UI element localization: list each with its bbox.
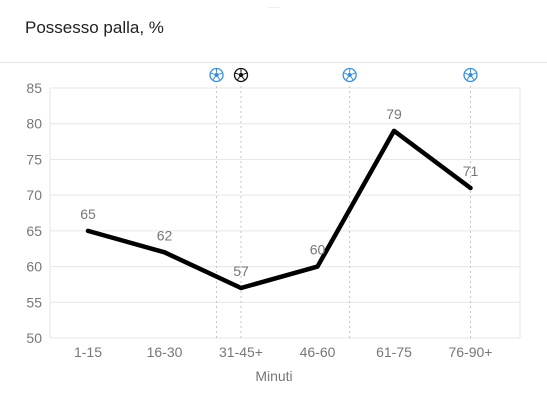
- data-label: 79: [386, 106, 402, 122]
- ball-seam: [210, 72, 215, 75]
- y-tick-label: 80: [26, 116, 42, 132]
- x-tick-label: 46-60: [300, 344, 336, 360]
- series-group: [85, 128, 473, 291]
- ball-seam: [345, 76, 349, 81]
- y-tick-label: 70: [26, 187, 42, 203]
- y-tick-label: 60: [26, 259, 42, 275]
- data-point: [468, 186, 473, 190]
- x-tick-label: 16-30: [147, 344, 183, 360]
- chart-title: Possesso palla, %: [25, 18, 164, 37]
- x-tick-label: 31-45+: [219, 344, 263, 360]
- ball-seam: [218, 72, 223, 75]
- data-point: [86, 228, 90, 233]
- y-tick-label: 55: [26, 294, 42, 310]
- x-tick-label: 76-90+: [449, 344, 493, 360]
- data-point: [162, 250, 167, 255]
- soccer-ball-blue-icon: [209, 67, 224, 83]
- ball-seam: [471, 76, 475, 81]
- ball-seam: [472, 72, 477, 75]
- data-point: [392, 128, 396, 133]
- x-axis-ticks: 1-15 16-30 31-45+ 46-60 61-75 76-90+: [74, 344, 493, 360]
- x-axis-title: Minuti: [255, 368, 292, 384]
- y-tick-label: 50: [26, 330, 42, 346]
- ball-patch: [347, 72, 353, 78]
- ball-patch: [238, 72, 244, 78]
- y-tick-label: 85: [26, 80, 42, 96]
- series-line: [85, 128, 473, 291]
- ball-seam: [343, 72, 348, 75]
- ball-seam: [217, 76, 221, 81]
- ball-seam: [242, 76, 246, 81]
- data-labels: 65 62 57 60 79 71: [80, 106, 478, 279]
- data-label: 62: [157, 227, 173, 243]
- soccer-ball-black-icon: [233, 67, 249, 83]
- ball-seam: [466, 76, 470, 81]
- y-axis-ticks: 50 55 60 65 70 75 80 85: [26, 80, 42, 346]
- y-tick-label: 65: [26, 223, 42, 239]
- x-tick-label: 61-75: [376, 344, 412, 360]
- data-label: 65: [80, 206, 96, 222]
- header-decoration: [268, 7, 280, 8]
- soccer-ball-blue-icon: [342, 67, 357, 83]
- grid-lines: [49, 87, 521, 339]
- y-tick-label: 75: [26, 151, 42, 167]
- event-markers: [209, 67, 478, 338]
- ball-seam: [234, 72, 239, 75]
- ball-seam: [350, 76, 354, 81]
- data-point: [315, 264, 320, 269]
- data-label: 60: [310, 242, 326, 258]
- data-point: [239, 286, 243, 290]
- data-label: 71: [463, 163, 479, 179]
- ball-seam: [351, 72, 356, 75]
- x-tick-label: 1-15: [74, 344, 102, 360]
- ball-seam: [243, 72, 248, 75]
- chart-header: Possesso palla, %: [0, 0, 547, 63]
- ball-patch: [214, 72, 220, 78]
- ball-seam: [212, 76, 216, 81]
- soccer-ball-blue-icon: [463, 67, 478, 83]
- data-label: 57: [233, 263, 249, 279]
- ball-seam: [236, 76, 240, 81]
- ball-patch: [468, 72, 473, 78]
- ball-seam: [464, 72, 469, 75]
